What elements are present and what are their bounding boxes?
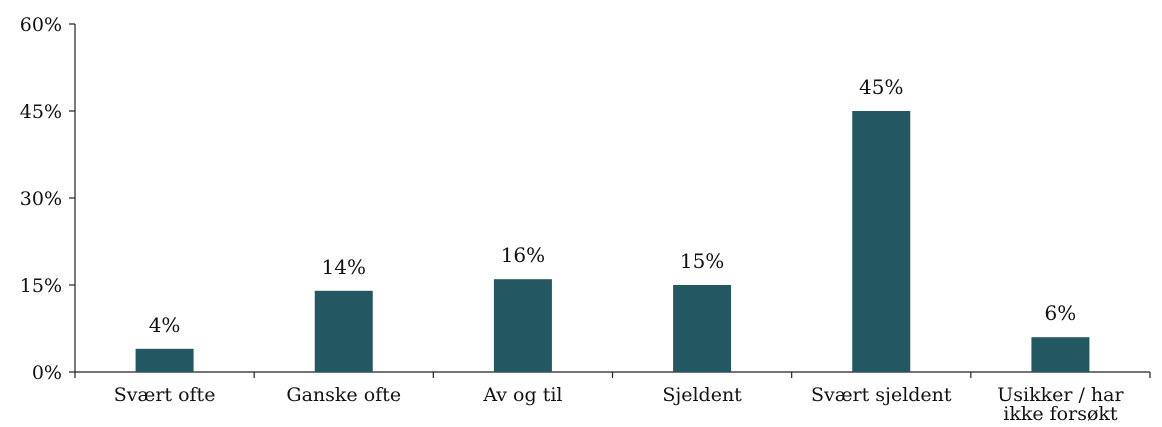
category-label: ikke forsøkt [1003, 403, 1118, 425]
data-label: 16% [501, 243, 545, 267]
bar [314, 290, 373, 372]
category-label: Sjeldent [662, 384, 742, 406]
category-labels: Svært ofte Ganske ofte Av og til Sjeldent Sv… [114, 384, 1125, 425]
category-label: Av og til [482, 384, 562, 406]
category-label: Usikker / har [997, 384, 1124, 406]
bars [135, 111, 1090, 372]
bar [1031, 337, 1090, 372]
y-tick-label: 45% [20, 101, 62, 123]
data-label: 15% [680, 249, 724, 273]
data-label: 14% [322, 255, 366, 279]
bar [135, 348, 194, 372]
x-axis [74, 371, 1151, 378]
data-label: 6% [1045, 301, 1077, 325]
y-tick-label: 60% [20, 14, 62, 36]
category-label: Svært sjeldent [811, 384, 952, 406]
data-label: 4% [149, 313, 181, 337]
bar [493, 279, 552, 372]
data-labels: 4% 14% 16% 15% 45% 6% [149, 75, 1077, 337]
category-label: Ganske ofte [286, 384, 401, 406]
bar [673, 285, 732, 372]
y-axis: 0% 15% 30% 45% 60% [20, 14, 76, 384]
category-label: Svært ofte [114, 384, 216, 406]
y-tick-label: 30% [20, 188, 62, 210]
bar [852, 111, 911, 372]
data-label: 45% [859, 75, 903, 99]
y-tick-label: 15% [20, 275, 62, 297]
y-tick-label: 0% [32, 362, 62, 384]
